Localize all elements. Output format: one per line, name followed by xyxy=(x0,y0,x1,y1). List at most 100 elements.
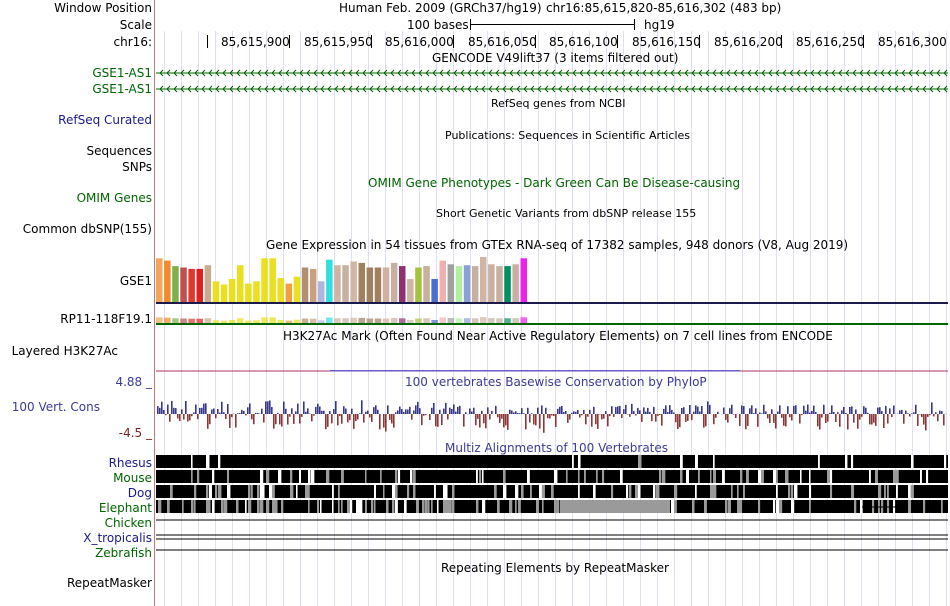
phylop-bar-positive xyxy=(243,411,245,414)
gtex-tissue-bar-small xyxy=(399,318,406,323)
ruler-tick-label: 85,616,300 xyxy=(878,35,947,49)
multiz-gap xyxy=(653,485,656,498)
species-label-rhesus[interactable]: Rhesus xyxy=(108,456,152,470)
phylop-bar-positive xyxy=(453,404,455,414)
phylop-bar-positive xyxy=(181,409,183,414)
repeatmasker-track-title[interactable]: Repeating Elements by RepeatMasker xyxy=(441,561,669,575)
species-label-dog[interactable]: Dog xyxy=(127,486,152,500)
species-label-xtropicalis[interactable]: X_tropicalis xyxy=(83,531,152,545)
multiz-gap xyxy=(671,500,675,513)
phylop-bar-negative xyxy=(597,414,599,429)
multiz-gap xyxy=(536,500,539,513)
phylop-bar-positive xyxy=(277,412,279,414)
phylop-bar-positive xyxy=(893,405,895,414)
gencode-item-label-2[interactable]: GSE1-AS1 xyxy=(92,82,152,96)
phylop-bar-positive xyxy=(175,408,177,414)
species-label-mouse[interactable]: Mouse xyxy=(113,471,152,485)
multiz-gap xyxy=(542,500,544,513)
phylop-bar-positive xyxy=(409,406,411,414)
gtex-tissue-bar-small xyxy=(261,317,268,323)
species-label-chicken[interactable]: Chicken xyxy=(104,516,152,530)
ruler-tick-label: 85,615,900 xyxy=(221,35,290,49)
refseq-track-label[interactable]: RefSeq Curated xyxy=(58,113,152,127)
phylop-track-label[interactable]: 100 Vert. Cons xyxy=(11,400,100,414)
refseq-track-title[interactable]: RefSeq genes from NCBI xyxy=(491,97,626,110)
phylop-bar-positive xyxy=(573,411,575,414)
phylop-bar-negative xyxy=(775,414,777,429)
phylop-bar-negative xyxy=(937,414,939,422)
phylop-bar-positive xyxy=(889,408,891,414)
gencode-track-title[interactable]: GENCODE V49lift37 (3 items filtered out) xyxy=(432,51,679,65)
phylop-bar-positive xyxy=(193,412,195,414)
multiz-gap xyxy=(395,470,398,483)
omim-track-title[interactable]: OMIM Gene Phenotypes - Dark Green Can Be… xyxy=(368,176,741,190)
multiz-gap xyxy=(893,470,897,483)
phylop-bar-positive xyxy=(941,411,943,414)
phylop-bar-positive xyxy=(439,409,441,414)
pubs-track-title[interactable]: Publications: Sequences in Scientific Ar… xyxy=(445,129,690,142)
phylop-bar-positive xyxy=(809,412,811,414)
phylop-bar-negative xyxy=(933,414,935,417)
phylop-bar-negative xyxy=(353,414,355,429)
phylop-track-title[interactable]: 100 vertebrates Basewise Conservation by… xyxy=(405,375,707,389)
multiz-gap xyxy=(281,500,284,513)
phylop-bar-positive xyxy=(867,412,869,414)
gtex-tissue-bar-small xyxy=(220,320,228,323)
phylop-bar-positive xyxy=(295,411,297,414)
gtex-tissue-bar-small xyxy=(237,318,244,323)
phylop-bar-negative xyxy=(501,414,503,419)
gencode-item-label-1[interactable]: GSE1-AS1 xyxy=(92,66,152,80)
phylop-bar-positive xyxy=(185,401,187,414)
multiz-gray-block xyxy=(560,500,670,513)
multiz-gap xyxy=(584,470,586,483)
sequences-track-label[interactable]: Sequences xyxy=(86,144,152,158)
snps-track-label[interactable]: SNPs xyxy=(122,160,152,174)
phylop-bar-positive xyxy=(899,410,901,414)
phylop-bar-positive xyxy=(851,406,853,414)
phylop-bar-negative xyxy=(917,414,919,426)
multiz-gap xyxy=(578,455,581,468)
multiz-gap xyxy=(515,485,519,498)
phylop-bar-positive xyxy=(565,411,567,414)
multiz-gap xyxy=(860,500,863,513)
h3k27ac-track-title[interactable]: H3K27Ac Mark (Often Found Near Active Re… xyxy=(283,329,833,343)
multiz-gap xyxy=(737,485,739,498)
phylop-bar-negative xyxy=(347,414,349,423)
multiz-gap xyxy=(896,470,899,483)
phylop-bar-positive xyxy=(527,407,529,414)
species-label-zebrafish[interactable]: Zebrafish xyxy=(95,546,152,560)
multiz-gap xyxy=(620,470,623,483)
phylop-bar-positive xyxy=(457,406,459,414)
h3k27ac-track-label[interactable]: Layered H3K27Ac xyxy=(11,344,118,358)
phylop-bar-positive xyxy=(615,407,617,414)
phylop-bar-negative xyxy=(275,414,277,425)
phylop-bar-negative xyxy=(331,414,333,424)
dbsnp-track-label[interactable]: Common dbSNP(155) xyxy=(22,222,152,236)
multiz-gap xyxy=(878,485,882,498)
gtex-gene-label-gse1[interactable]: GSE1 xyxy=(119,274,152,288)
ruler-tick-mark xyxy=(617,35,618,48)
phylop-bar-negative xyxy=(609,414,611,417)
omim-track-label[interactable]: OMIM Genes xyxy=(76,191,152,205)
multiz-gap xyxy=(260,500,264,513)
phylop-bar-negative xyxy=(635,414,637,416)
phylop-bar-positive xyxy=(571,412,573,414)
repeatmasker-track-label[interactable]: RepeatMasker xyxy=(66,576,152,590)
phylop-bar-positive xyxy=(267,401,269,414)
gtex-tissue-bar-small xyxy=(504,318,511,323)
species-label-elephant[interactable]: Elephant xyxy=(98,501,152,515)
gtex-track-title[interactable]: Gene Expression in 54 tissues from GTEx … xyxy=(266,238,849,252)
phylop-bar-negative xyxy=(429,414,431,421)
phylop-bar-negative xyxy=(659,414,661,415)
dbsnp-track-title[interactable]: Short Genetic Variants from dbSNP releas… xyxy=(436,207,697,220)
multiz-gap xyxy=(713,470,717,483)
gtex-gene-label-rp11[interactable]: RP11-118F19.1 xyxy=(60,312,152,326)
phylop-bar-positive xyxy=(487,407,489,414)
phylop-bar-positive xyxy=(751,405,753,414)
gtex-tissue-bar xyxy=(358,262,365,302)
phylop-bar-positive xyxy=(249,403,251,414)
phylop-bar-positive xyxy=(471,411,473,414)
multiz-gap xyxy=(830,470,833,483)
phylop-bar-positive xyxy=(519,413,521,414)
multiz-track-title[interactable]: Multiz Alignments of 100 Vertebrates xyxy=(445,441,669,455)
